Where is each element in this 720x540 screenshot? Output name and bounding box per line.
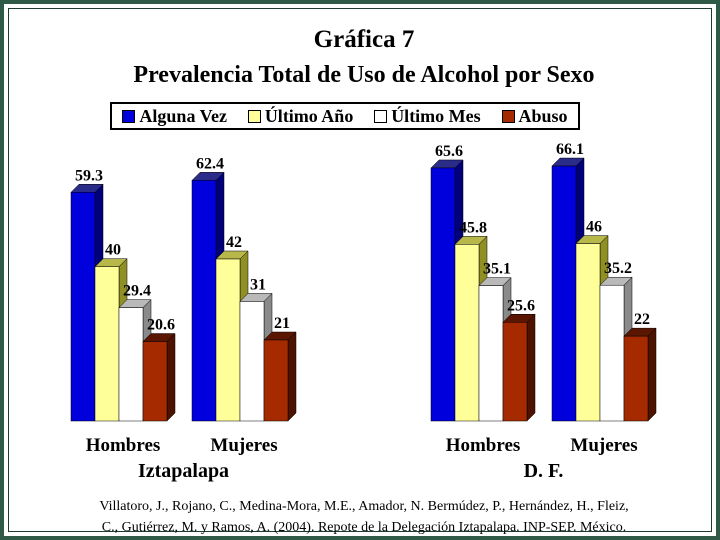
data-label: 35.2 [604, 260, 632, 277]
data-label: 35.1 [483, 261, 511, 278]
bar [502, 322, 528, 422]
data-label: 31 [250, 276, 266, 293]
bar [430, 167, 456, 422]
bar [118, 307, 144, 422]
bar [239, 301, 265, 422]
legend-item-abuso: Abuso [501, 105, 568, 127]
bar [575, 243, 601, 422]
legend-item-ultimo-mes: Último Mes [374, 105, 481, 127]
legend-swatch [247, 109, 261, 123]
data-label: 46 [586, 219, 602, 236]
legend-label: Abuso [518, 105, 568, 126]
legend-label: Alguna Vez [139, 105, 227, 126]
legend-label: Último Año [264, 105, 354, 126]
bar [215, 258, 241, 422]
x-tick-label: Mujeres [570, 435, 637, 456]
legend-swatch [374, 109, 388, 123]
data-label: 65.6 [435, 143, 463, 160]
chart-legend: Alguna Vez Último Año Último Mes Abuso [110, 102, 580, 130]
data-label: 25.6 [507, 297, 535, 314]
chart-title: Gráfica 7 [313, 26, 415, 53]
data-label: 29.4 [123, 283, 151, 300]
legend-item-ultimo-ano: Último Año [247, 105, 354, 127]
chart-subtitle: Prevalencia Total de Uso de Alcohol por … [133, 62, 595, 88]
bar [94, 266, 120, 422]
bar [478, 285, 504, 422]
bar [70, 192, 96, 422]
data-label: 62.4 [196, 155, 224, 172]
legend-label: Último Mes [391, 105, 481, 126]
bar [623, 335, 649, 422]
bar [599, 284, 625, 422]
data-label: 59.3 [75, 167, 103, 184]
data-label: 66.1 [556, 141, 584, 158]
bar [551, 165, 577, 422]
group-label: D. F. [524, 460, 564, 482]
data-label: 20.6 [147, 317, 175, 334]
x-tick-label: Hombres [86, 435, 161, 456]
x-tick-label: Mujeres [210, 435, 277, 456]
legend-swatch [122, 109, 136, 123]
group-label: Iztapalapa [138, 460, 229, 482]
bar-side [526, 313, 536, 422]
bar [263, 339, 289, 422]
bar [454, 244, 480, 422]
data-label: 40 [105, 242, 121, 259]
bar-side [647, 327, 657, 422]
data-label: 22 [634, 311, 650, 328]
data-label: 21 [274, 315, 290, 332]
source-line: Villatoro, J., Rojano, C., Medina-Mora, … [99, 499, 629, 514]
data-label: 42 [226, 234, 242, 251]
bar-side [166, 332, 176, 422]
legend-swatch [501, 109, 515, 123]
source-line: C., Gutiérrez, M. y Ramos, A. (2004). Re… [101, 520, 627, 535]
bar [142, 341, 168, 422]
bar-side [287, 331, 297, 422]
legend-item-alguna-vez: Alguna Vez [122, 106, 227, 127]
source-citation: Villatoro, J., Rojano, C., Medina-Mora, … [24, 496, 704, 538]
bar [191, 180, 217, 422]
x-tick-label: Hombres [446, 435, 521, 456]
data-label: 45.8 [459, 219, 487, 236]
